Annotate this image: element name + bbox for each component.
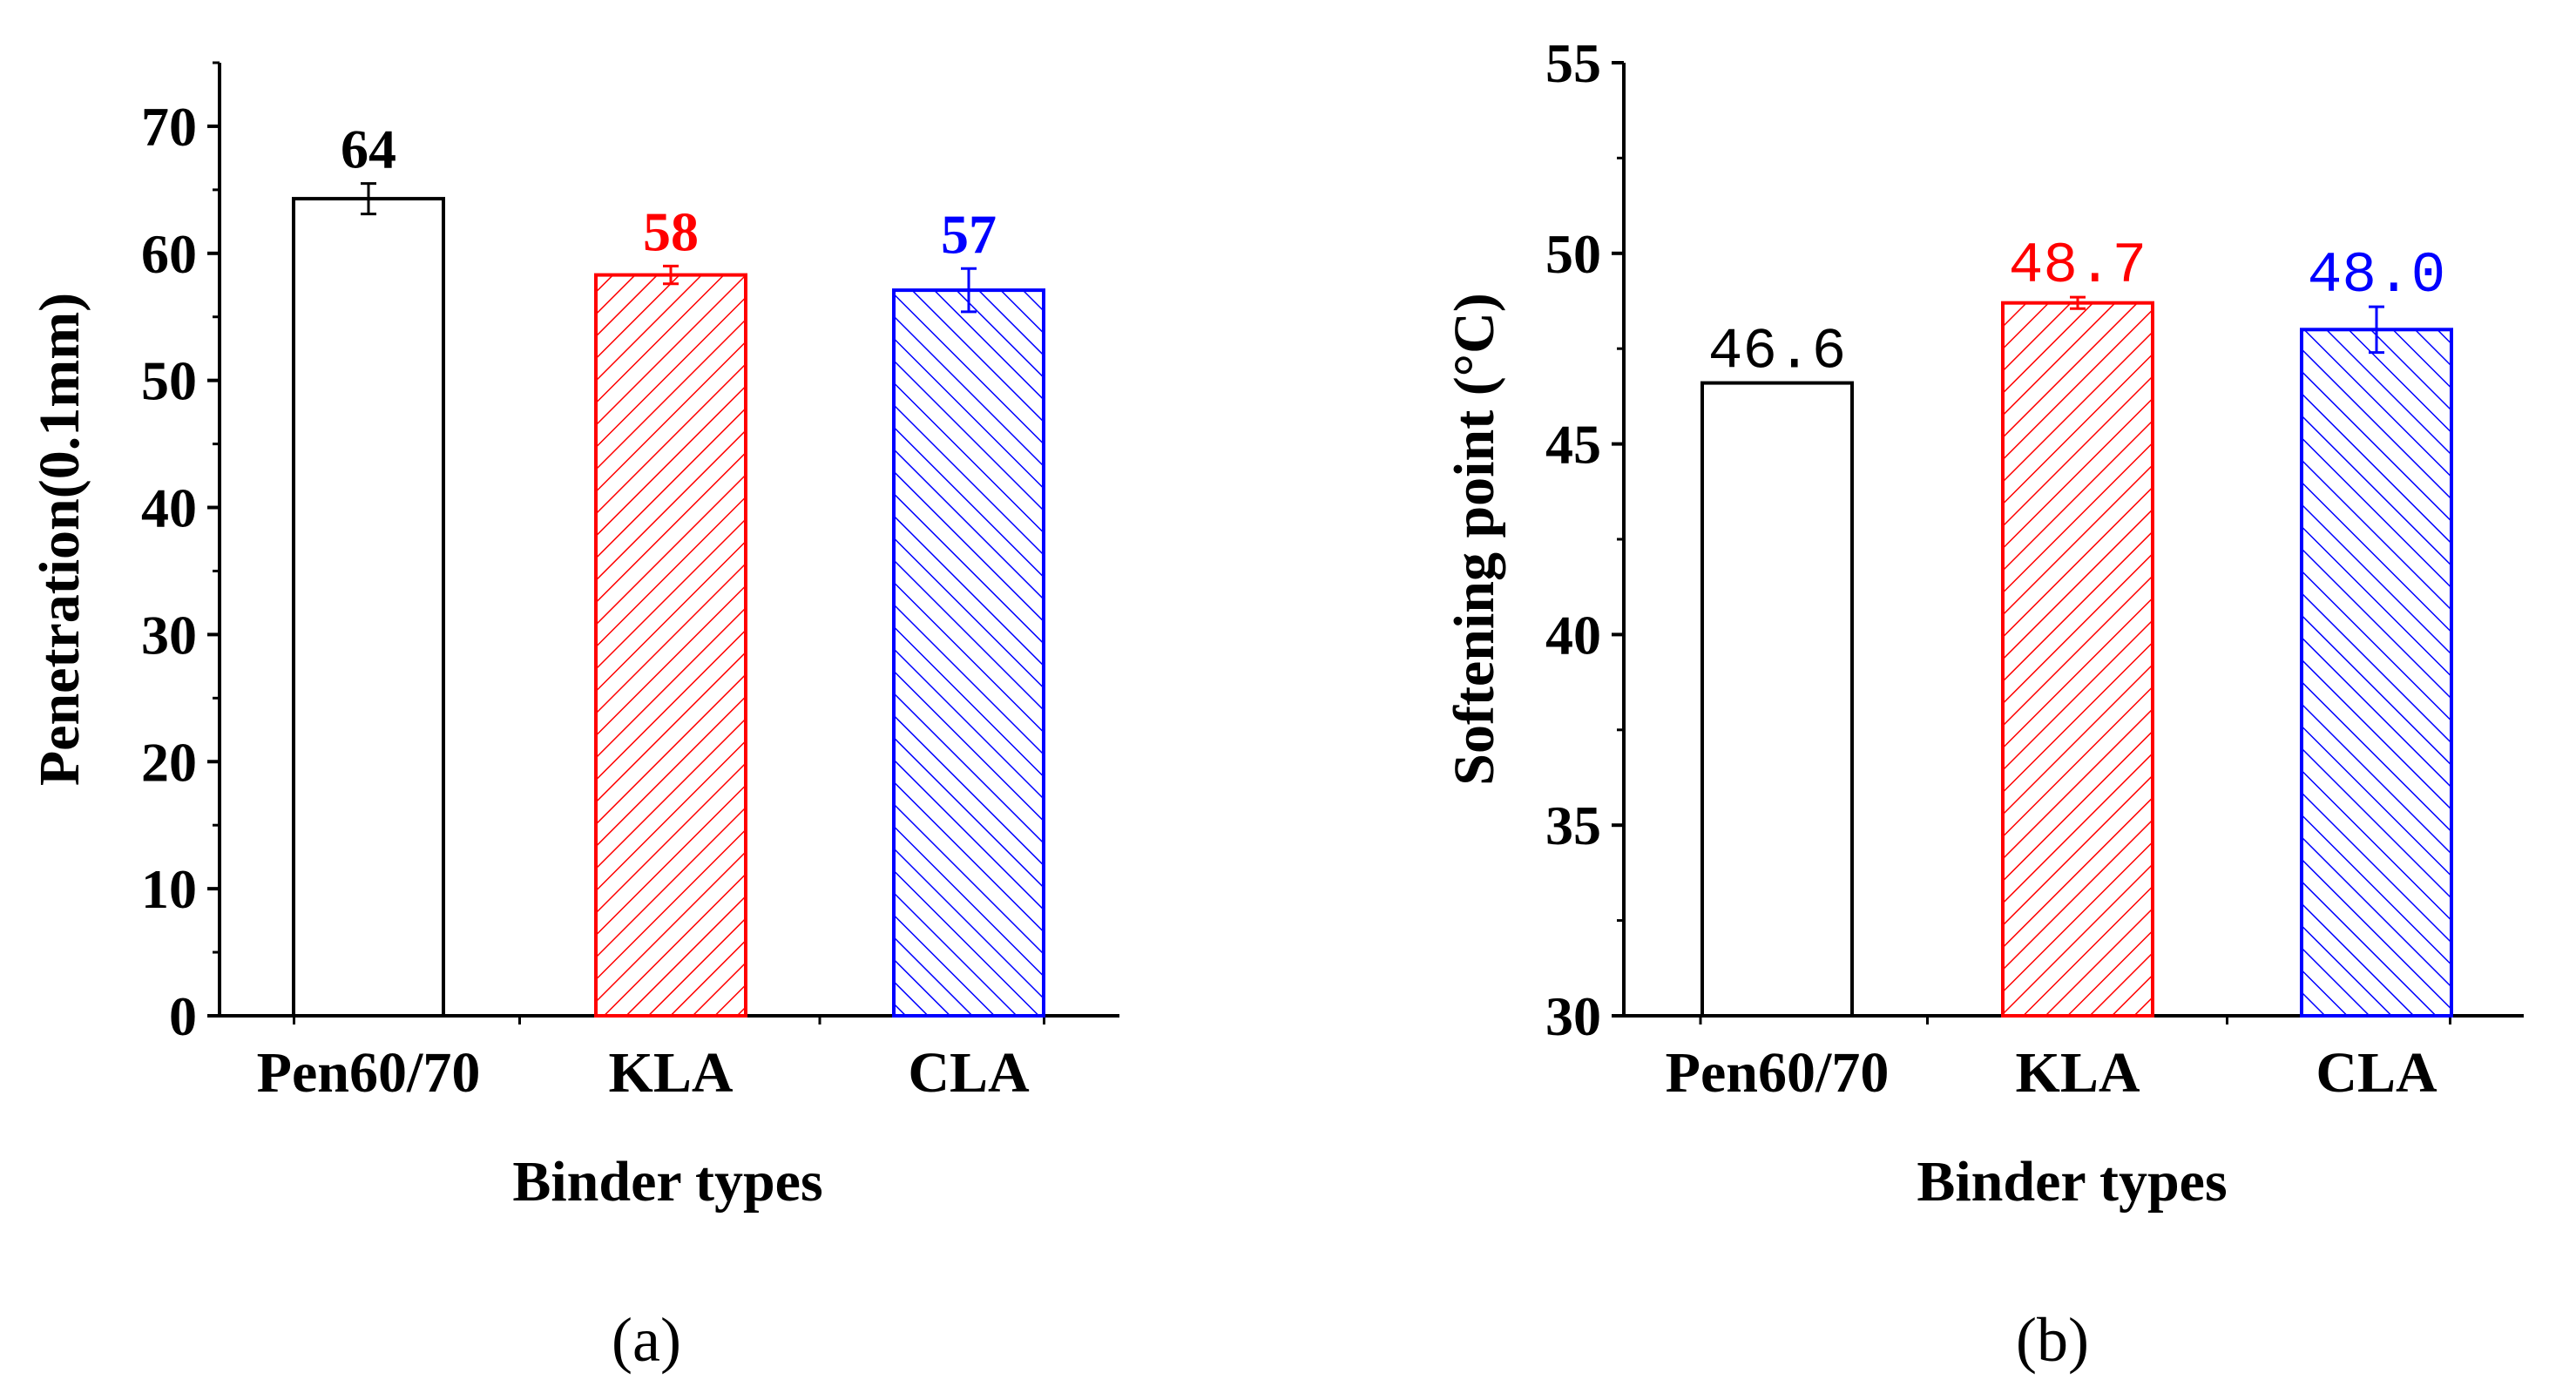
y-axis-title: Softening point (°C) xyxy=(1443,293,1506,785)
y-tick-label: 70 xyxy=(141,96,197,158)
y-tick-label: 20 xyxy=(141,731,197,793)
x-tick-label: Pen60/70 xyxy=(257,1041,481,1105)
x-axis-title: Binder types xyxy=(1917,1150,2227,1214)
bar-pen60-70 xyxy=(1700,381,1854,1018)
bar-pen60-70 xyxy=(292,197,445,1018)
y-tick-label: 30 xyxy=(141,604,197,666)
x-tick-label: CLA xyxy=(908,1041,1030,1105)
data-label: 48.7 xyxy=(2009,233,2147,299)
y-tick-label: 50 xyxy=(141,350,197,412)
panel-label: (b) xyxy=(2016,1305,2089,1375)
y-axis-title: Penetration(0.1mm) xyxy=(28,293,91,786)
y-tick-label: 40 xyxy=(141,477,197,539)
data-label: 64 xyxy=(341,118,396,180)
bar-cla xyxy=(892,288,1045,1018)
bar-cla xyxy=(2300,328,2453,1018)
y-tick-label: 30 xyxy=(1545,985,1601,1047)
y-tick-label: 35 xyxy=(1545,795,1601,856)
x-tick-label: Pen60/70 xyxy=(1666,1041,1890,1105)
x-tick-label: KLA xyxy=(608,1041,733,1105)
y-tick-label: 50 xyxy=(1545,223,1601,285)
x-tick-label: CLA xyxy=(2316,1041,2437,1105)
softening-point-chart: 30 35 40 45 50 55 46.6 Pen60/70 48.7 KLA 48.0 CLA So… xyxy=(1443,32,2524,1375)
data-label: 46.6 xyxy=(1708,320,1846,385)
y-tick-label: 10 xyxy=(141,858,197,920)
x-axis-title: Binder types xyxy=(512,1150,822,1214)
y-tick-label: 60 xyxy=(141,223,197,285)
y-tick-label: 45 xyxy=(1545,414,1601,476)
bar-kla xyxy=(2001,301,2154,1018)
x-tick-label: KLA xyxy=(2015,1041,2140,1105)
y-tick-label: 55 xyxy=(1545,32,1601,94)
data-label: 57 xyxy=(941,203,997,265)
panel-label: (a) xyxy=(612,1305,681,1375)
y-tick-label: 0 xyxy=(169,985,197,1047)
data-label: 58 xyxy=(643,200,699,262)
y-tick-label: 40 xyxy=(1545,604,1601,666)
data-label: 48.0 xyxy=(2308,243,2445,308)
bar-kla xyxy=(594,273,747,1018)
penetration-chart: 0 10 20 30 40 50 60 70 64 Pen60/70 58 KLA 57 CLA Penet… xyxy=(28,61,1119,1375)
